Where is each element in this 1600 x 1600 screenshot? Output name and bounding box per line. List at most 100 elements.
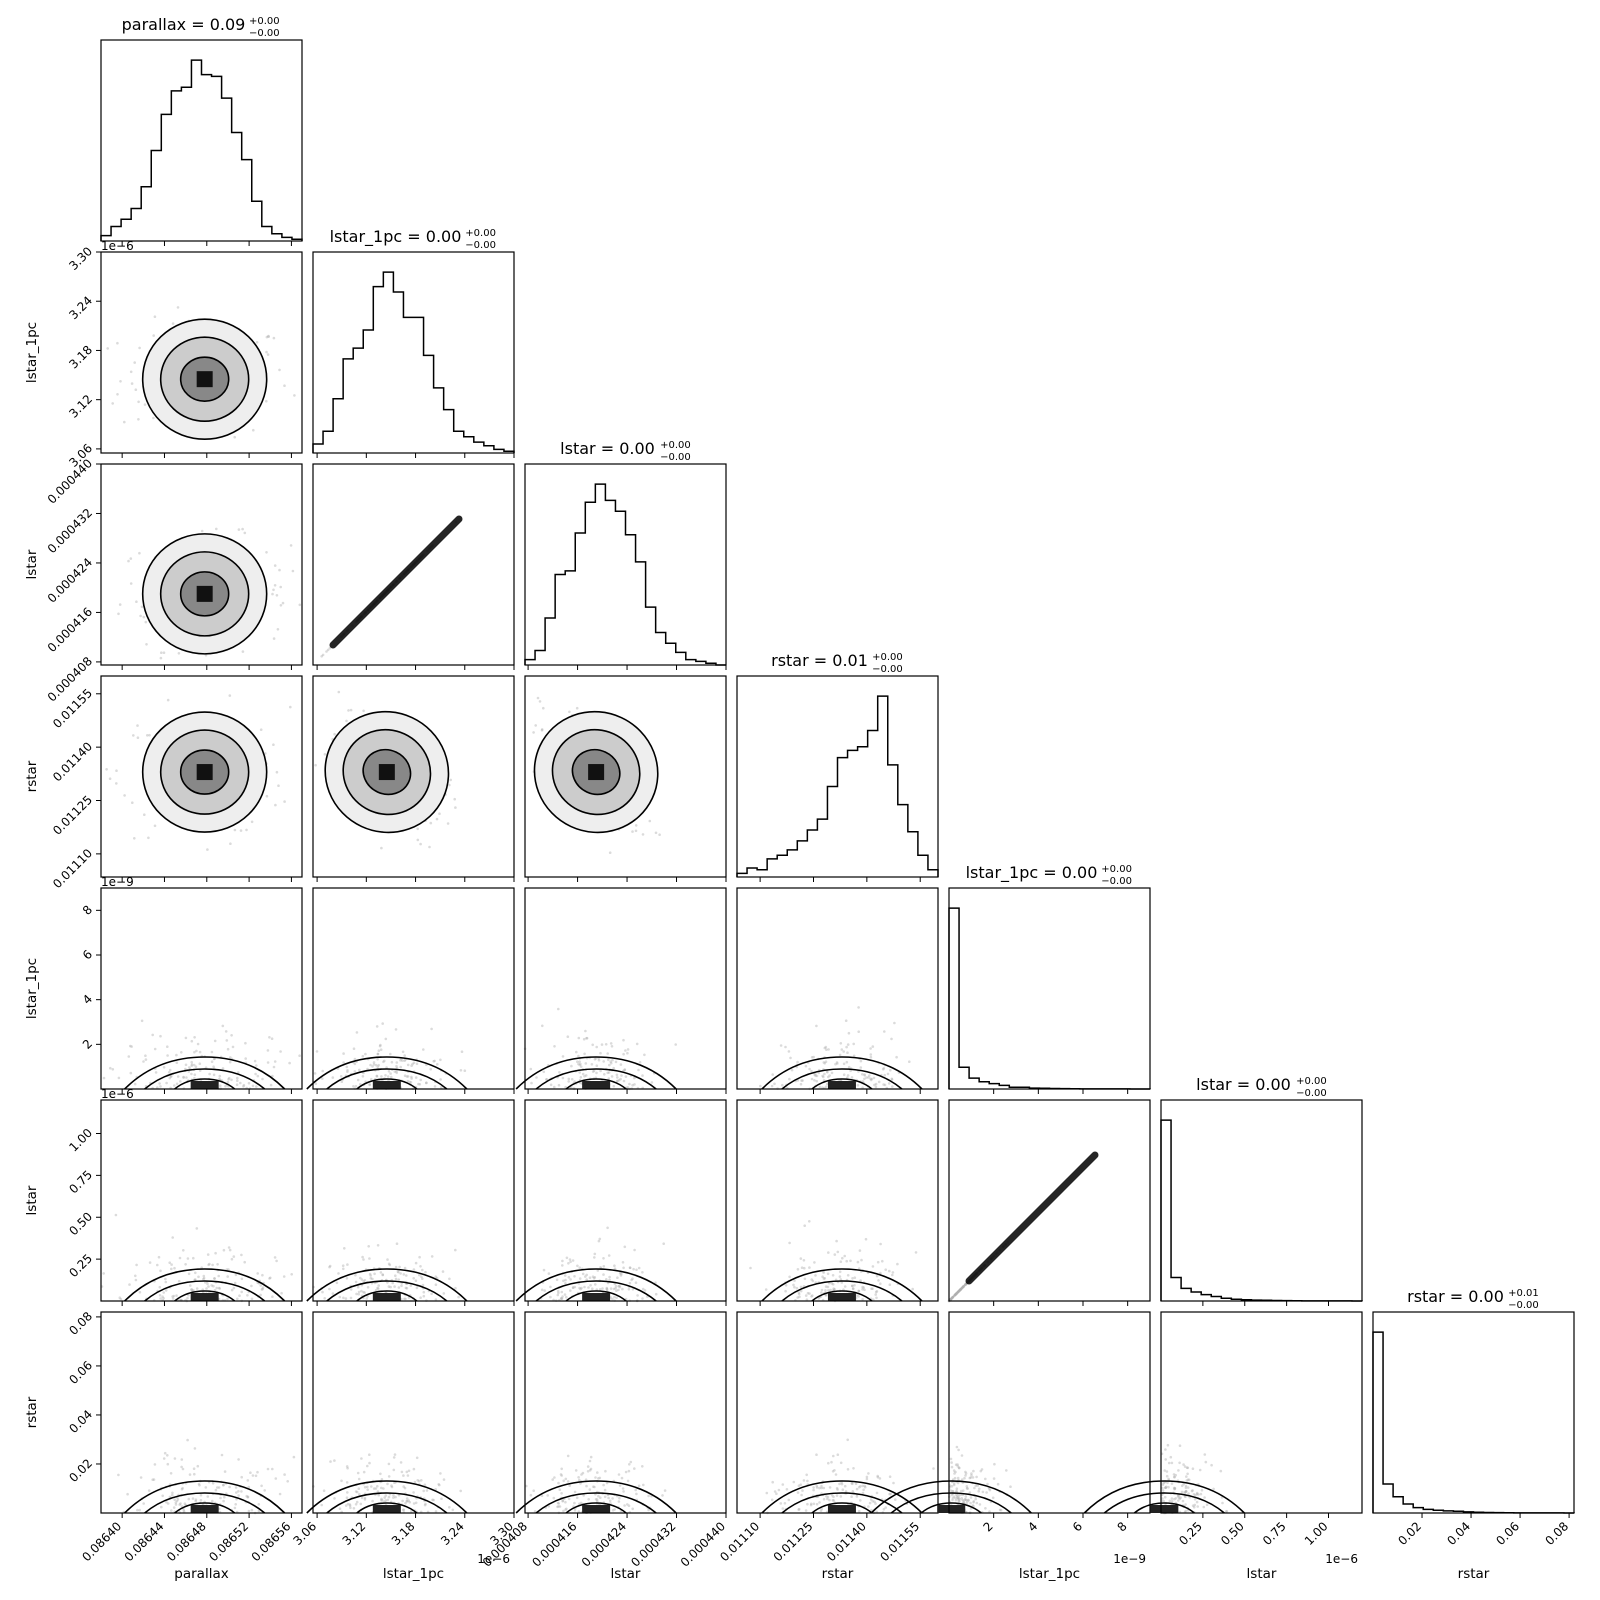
- sample-point-4-1: [361, 1075, 365, 1078]
- sample-point-6-0: [180, 1458, 184, 1461]
- sample-point-6-0: [179, 1502, 182, 1505]
- sample-point-5-3: [800, 1266, 804, 1269]
- sample-point-6-1: [392, 1496, 395, 1499]
- sample-point-5-0: [170, 1267, 173, 1271]
- xtick-label-4-3: 8: [1114, 1519, 1129, 1534]
- sample-point-4-3: [890, 1078, 894, 1081]
- sample-point-4-0: [153, 1047, 157, 1051]
- sample-point-6-5: [1191, 1504, 1195, 1507]
- ytick-label-4-0: 2: [80, 1037, 95, 1052]
- sample-point-6-1: [370, 1485, 373, 1488]
- histogram-lstar_1pc-1: [312, 271, 515, 453]
- sample-point-4-2: [616, 1079, 619, 1083]
- sample-point-6-0: [246, 1496, 250, 1499]
- panel-frame-3-2: [524, 675, 727, 878]
- sample-point-6-1: [382, 1487, 385, 1490]
- sample-point-5-2: [654, 1292, 658, 1296]
- sample-point-5-4: [951, 1296, 954, 1299]
- sample-point-4-2: [577, 1036, 581, 1040]
- sample-point-6-3: [873, 1500, 876, 1503]
- sample-point-6-1: [402, 1508, 405, 1511]
- sample-point-5-1: [442, 1292, 446, 1295]
- sample-point-6-4: [961, 1498, 964, 1502]
- sample-point-5-3: [823, 1277, 827, 1280]
- sample-point-4-0: [142, 1060, 145, 1063]
- sample-point-5-0: [275, 1259, 278, 1263]
- sample-point-5-0: [269, 1276, 272, 1280]
- sample-point-6-5: [1162, 1499, 1165, 1503]
- sample-point-6-2: [567, 1497, 571, 1501]
- sample-point-5-1: [405, 1274, 408, 1277]
- sample-point-5-1: [362, 1279, 366, 1283]
- sample-point-1-0: [265, 335, 269, 339]
- sample-point-5-0: [164, 1289, 168, 1292]
- sample-point-3-1: [362, 709, 365, 713]
- sample-point-3-0: [233, 828, 237, 832]
- sample-point-5-3: [876, 1260, 880, 1264]
- density-core-6-3: [827, 1505, 856, 1513]
- sample-point-3-0: [228, 694, 232, 697]
- sample-point-4-3: [868, 1074, 871, 1077]
- sample-point-4-2: [583, 1074, 586, 1078]
- sample-point-6-1: [372, 1487, 376, 1490]
- sample-point-5-0: [184, 1263, 187, 1266]
- sample-point-5-4: [951, 1295, 955, 1299]
- sample-point-5-4: [953, 1293, 957, 1297]
- sample-point-4-2: [610, 1045, 614, 1048]
- sample-point-6-4: [972, 1500, 976, 1503]
- sample-point-3-0: [153, 824, 157, 828]
- sample-point-5-3: [845, 1259, 848, 1263]
- sample-point-6-2: [556, 1505, 559, 1509]
- sample-point-6-1: [359, 1502, 363, 1506]
- sample-point-5-4: [959, 1288, 962, 1291]
- contour-4-2-2: [565, 1078, 627, 1090]
- contour-6-1-2: [356, 1502, 418, 1514]
- sample-point-4-2: [570, 1078, 574, 1081]
- sample-point-4-1: [460, 1050, 464, 1053]
- sample-point-6-3: [820, 1486, 823, 1490]
- sample-point-6-5: [1167, 1477, 1170, 1481]
- sample-point-5-4: [956, 1290, 960, 1294]
- sample-point-5-3: [914, 1251, 918, 1254]
- sample-point-6-3: [894, 1498, 897, 1501]
- sample-point-6-5: [1186, 1472, 1189, 1476]
- sample-point-6-5: [1173, 1487, 1176, 1491]
- sample-point-6-5: [1186, 1466, 1190, 1470]
- sample-point-6-5: [1163, 1469, 1166, 1472]
- sample-point-1-0: [137, 400, 140, 404]
- ytick-label-1-1: 3.12: [66, 392, 95, 421]
- sample-point-4-1: [389, 1052, 392, 1056]
- sample-point-4-0: [266, 1061, 270, 1064]
- sample-point-6-4: [964, 1470, 967, 1474]
- sample-point-4-3: [812, 1055, 815, 1059]
- sample-point-2-0: [140, 605, 144, 609]
- sample-point-4-0: [182, 1076, 185, 1079]
- xtick-label-2-3: 0.000432: [628, 1519, 678, 1569]
- sample-point-6-2: [617, 1500, 621, 1503]
- density-core-6-1: [372, 1505, 401, 1513]
- sample-point-6-4: [955, 1493, 958, 1497]
- sample-point-6-3: [805, 1473, 808, 1477]
- sample-point-5-3: [803, 1266, 806, 1270]
- sample-point-1-0: [153, 315, 157, 319]
- sample-point-6-5: [1172, 1486, 1176, 1490]
- sample-point-5-2: [623, 1245, 627, 1249]
- sample-point-5-3: [808, 1292, 811, 1295]
- sample-point-4-3: [867, 1076, 870, 1079]
- sample-point-6-4: [999, 1508, 1003, 1512]
- sample-point-4-1: [433, 1059, 436, 1063]
- sample-point-6-2: [602, 1483, 605, 1487]
- sample-point-5-2: [557, 1291, 560, 1295]
- sample-point-5-1: [424, 1270, 427, 1274]
- sample-point-6-0: [166, 1502, 170, 1505]
- sample-point-5-4: [949, 1298, 952, 1301]
- sample-point-4-1: [364, 1052, 367, 1056]
- sample-point-5-1: [362, 1290, 365, 1294]
- sample-point-4-2: [623, 1068, 627, 1071]
- sample-point-4-3: [895, 1055, 898, 1059]
- xoffset-1: 1e−6: [477, 1552, 510, 1566]
- sample-point-6-4: [1009, 1485, 1012, 1488]
- sample-point-5-0: [162, 1297, 165, 1300]
- sample-point-4-2: [616, 1076, 619, 1079]
- sample-point-4-1: [321, 1077, 324, 1080]
